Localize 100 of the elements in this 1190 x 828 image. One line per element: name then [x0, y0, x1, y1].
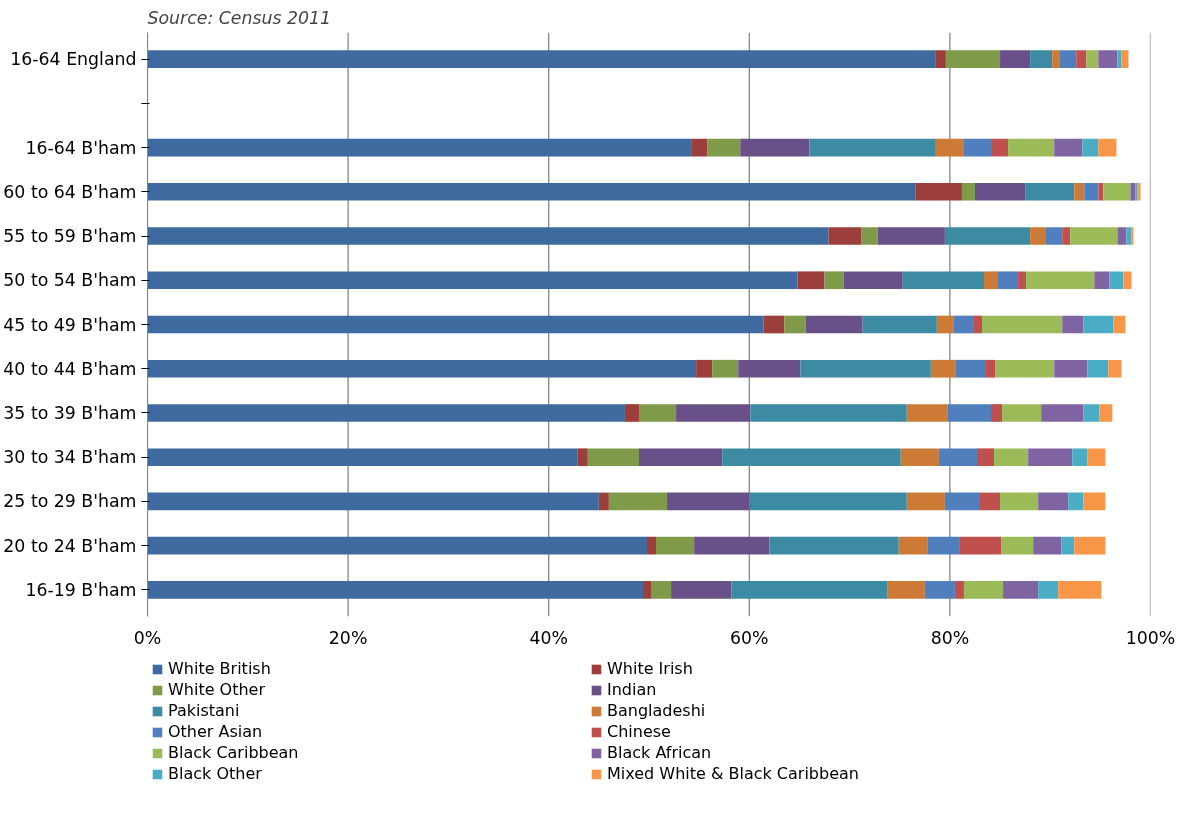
- x-tick-label: 80%: [930, 627, 970, 648]
- y-tick-label: 25 to 29 B'ham: [3, 491, 137, 512]
- x-tick-label: 0%: [133, 627, 162, 648]
- bar: [1117, 227, 1127, 245]
- bar: [961, 182, 975, 201]
- bar: [763, 315, 785, 334]
- bar: [1108, 359, 1122, 378]
- bar: [935, 138, 964, 157]
- bar: [944, 227, 1031, 245]
- bar: [947, 404, 992, 422]
- bar: [805, 315, 863, 334]
- bar: [1113, 315, 1126, 334]
- legend-label: Indian: [607, 680, 658, 699]
- x-tick-label: 20%: [328, 627, 368, 648]
- bar: [1083, 315, 1114, 334]
- bar: [1000, 50, 1031, 68]
- bar: [1041, 404, 1084, 422]
- bar: [992, 138, 1009, 157]
- bar: [147, 138, 692, 157]
- bar: [986, 359, 996, 378]
- bar: [877, 227, 945, 245]
- chart-title: Source: Census 2011: [147, 7, 332, 28]
- legend-label: White Other: [168, 680, 267, 699]
- bar: [979, 492, 1001, 511]
- bar: [1121, 50, 1129, 68]
- bar: [646, 536, 657, 555]
- bar: [722, 448, 901, 467]
- bar: [1030, 50, 1053, 68]
- bar: [656, 536, 695, 555]
- bar: [1087, 448, 1106, 467]
- bar: [994, 448, 1029, 467]
- bar: [906, 492, 945, 511]
- legend-label: Pakistani: [168, 701, 241, 720]
- bar: [638, 404, 677, 422]
- bar: [1103, 182, 1131, 201]
- bar: [1082, 138, 1099, 157]
- y-tick-label: 50 to 54 B'ham: [3, 270, 137, 291]
- bar: [924, 581, 955, 599]
- bar: [1123, 271, 1132, 290]
- bar: [927, 536, 960, 555]
- bar: [963, 581, 1004, 599]
- bar: [1094, 271, 1110, 290]
- bar: [147, 581, 643, 599]
- bar: [938, 448, 977, 467]
- bar: [1087, 359, 1109, 378]
- legend-label: Other Asian: [168, 722, 264, 741]
- y-tick-label: 16-19 B'ham: [25, 579, 137, 600]
- bar: [1072, 448, 1088, 467]
- bar: [1083, 404, 1100, 422]
- bar: [995, 359, 1055, 378]
- y-tick-label: 40 to 44 B'ham: [3, 358, 137, 379]
- bar: [959, 536, 1002, 555]
- bar: [1062, 227, 1071, 245]
- bar: [1074, 182, 1085, 201]
- bar: [1045, 227, 1063, 245]
- bar: [1131, 227, 1134, 245]
- bar: [1000, 492, 1039, 511]
- y-tick-label: 45 to 49 B'ham: [3, 314, 137, 335]
- legend-label: White British: [168, 659, 272, 678]
- legend-label: Black Caribbean: [168, 743, 300, 762]
- legend-label: Bangladeshi: [607, 701, 707, 720]
- bar: [953, 315, 974, 334]
- bar: [147, 359, 697, 378]
- bar: [147, 315, 764, 334]
- bar: [1084, 182, 1099, 201]
- bar: [1008, 138, 1055, 157]
- bar: [147, 492, 599, 511]
- bar: [1059, 50, 1077, 68]
- bar: [824, 271, 844, 290]
- y-tick-label: 55 to 59 B'ham: [3, 226, 137, 247]
- bar: [671, 581, 732, 599]
- bar: [797, 271, 825, 290]
- bar: [1099, 404, 1113, 422]
- bar: [1025, 182, 1075, 201]
- bar: [738, 359, 801, 378]
- bar: [642, 581, 652, 599]
- bar: [902, 271, 984, 290]
- bar: [731, 581, 888, 599]
- bar: [694, 536, 770, 555]
- y-tick-label: 30 to 34 B'ham: [3, 447, 137, 468]
- bar: [1070, 227, 1118, 245]
- bar: [696, 359, 713, 378]
- bar: [749, 492, 907, 511]
- bar: [1001, 536, 1034, 555]
- bar: [1028, 448, 1073, 467]
- bar: [843, 271, 903, 290]
- bar: [1076, 50, 1087, 68]
- bar: [935, 50, 946, 68]
- bar: [712, 359, 739, 378]
- bar: [930, 359, 956, 378]
- bar: [147, 227, 829, 245]
- bar: [1098, 182, 1104, 201]
- bar: [1054, 359, 1088, 378]
- bar: [638, 448, 723, 467]
- x-tick-label: 40%: [529, 627, 568, 648]
- bar: [1033, 536, 1062, 555]
- bar: [651, 581, 672, 599]
- legend-label: Chinese: [607, 722, 672, 741]
- legend-label: White Irish: [607, 659, 694, 678]
- legend-label: Mixed White & Black Caribbean: [607, 764, 860, 783]
